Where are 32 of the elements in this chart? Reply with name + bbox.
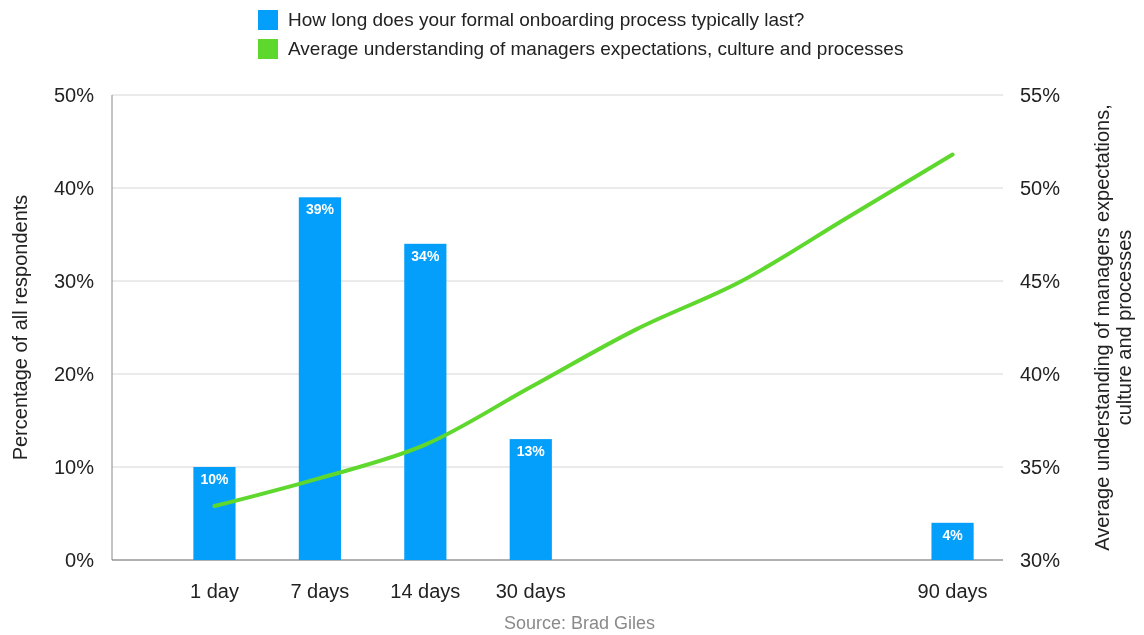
bar (298, 197, 341, 560)
y2-tick-label: 40% (1020, 363, 1061, 385)
bar (509, 439, 552, 560)
y-tick-label: 0% (65, 549, 95, 571)
legend-label: Average understanding of managers expectations, culture and processes (288, 38, 904, 59)
data-label: 10% (200, 471, 230, 487)
data-label: 13% (516, 443, 546, 460)
y2-tick-label: 50% (1020, 177, 1061, 199)
x-tick-label: 1 day (189, 580, 239, 602)
data-label: 4% (942, 526, 964, 543)
y-tick-label: 40% (53, 177, 95, 199)
data-label: 39% (305, 201, 335, 218)
x-tick-label: 7 days (290, 580, 350, 602)
bar (404, 243, 447, 560)
y-axis-title: Percentage of all respondents (9, 194, 31, 461)
y2-tick-label: 55% (1020, 84, 1061, 106)
y2-tick-label: 30% (1020, 549, 1061, 571)
data-label: 34% (411, 247, 440, 264)
y2-tick-label: 45% (1020, 270, 1061, 292)
y-tick-label: 50% (53, 84, 95, 106)
bar (193, 467, 236, 560)
x-tick-label: 90 days (917, 580, 988, 602)
source-note: Source: Brad Giles (503, 613, 656, 633)
y-tick-label: 30% (53, 270, 95, 292)
y-tick-label: 10% (53, 456, 95, 478)
y2-tick-label: 35% (1020, 456, 1061, 478)
x-tick-label: 30 days (495, 580, 566, 602)
x-tick-label: 14 days (390, 580, 461, 602)
legend-label: How long does your formal onboarding process typically last? (288, 9, 805, 30)
y2-axis-title: Average understanding of managers expectations, culture and processes (1091, 104, 1135, 551)
y-tick-label: 20% (53, 363, 95, 385)
bar (931, 522, 974, 560)
